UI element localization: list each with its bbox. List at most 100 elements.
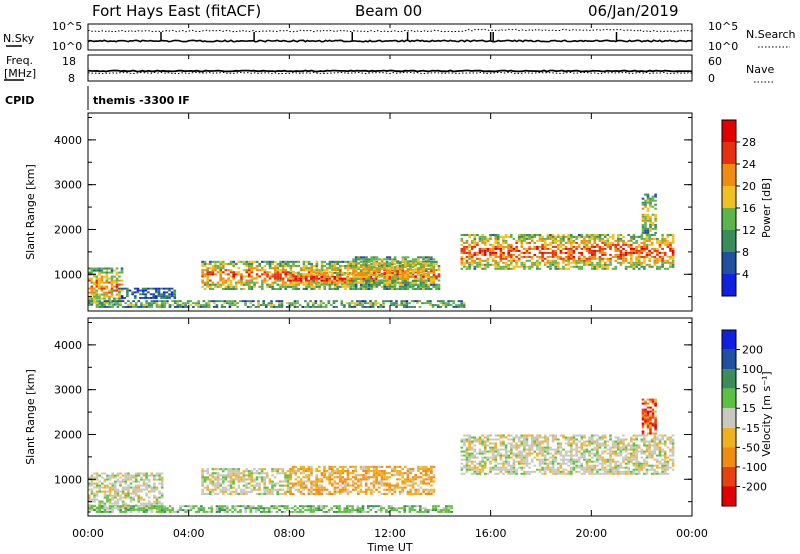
scatter-cell (181, 509, 185, 511)
scatter-cell (364, 476, 368, 479)
scatter-cell (431, 306, 435, 308)
scatter-cell (362, 262, 366, 265)
scatter-cell (465, 458, 469, 461)
scatter-cell (276, 287, 280, 290)
scatter-cell (333, 490, 337, 493)
scatter-cell (302, 277, 306, 280)
scatter-cell (476, 265, 479, 268)
scatter-cell (317, 273, 321, 276)
scatter-cell (422, 285, 425, 288)
scatter-cell (232, 265, 235, 268)
scatter-cell (320, 283, 323, 286)
scatter-cell (294, 465, 298, 468)
scatter-cell (528, 448, 531, 451)
scatter-cell (348, 283, 352, 286)
scatter-cell (365, 285, 368, 288)
scatter-cell (520, 450, 524, 453)
scatter-cell (119, 505, 122, 508)
scatter-cell (494, 267, 497, 270)
scatter-cell (149, 293, 153, 296)
scatter-cell (398, 472, 402, 475)
scatter-cell (216, 285, 220, 288)
scatter-cell (460, 261, 464, 264)
scatter-cell (354, 266, 358, 269)
scatter-cell (340, 300, 344, 303)
scatter-cell (429, 302, 432, 305)
scatter-cell (338, 505, 341, 508)
scatter-cell (499, 436, 503, 439)
scatter-cell (666, 234, 670, 236)
scatter-cell (252, 300, 255, 303)
scatter-cell (497, 247, 500, 250)
scatter-cell (354, 281, 357, 284)
scatter-cell (121, 300, 125, 303)
scatter-cell (142, 482, 146, 485)
scatter-cell (278, 505, 281, 508)
scatter-cell (476, 261, 479, 264)
scatter-cell (103, 496, 107, 499)
scatter-cell (155, 300, 159, 303)
scatter-cell (257, 302, 260, 305)
scatter-cell (383, 277, 386, 280)
scatter-cell (635, 251, 638, 254)
scatter-cell (517, 440, 521, 443)
scatter-cell (124, 472, 127, 475)
scatter-cell (110, 285, 114, 288)
scatter-cell (399, 285, 402, 288)
scatter-cell (134, 297, 137, 299)
scatter-cell (502, 251, 505, 254)
scatter-cell (533, 234, 537, 236)
scatter-cell (606, 263, 610, 266)
scatter-cell (470, 462, 474, 465)
scatter-cell (343, 509, 346, 511)
scatter-cell (543, 241, 547, 244)
scatter-cell (317, 507, 320, 510)
scatter-cell (234, 492, 238, 495)
scatter-cell (318, 488, 321, 491)
scatter-cell (219, 275, 222, 278)
scatter-cell (603, 243, 607, 246)
scatter-cell (362, 256, 366, 259)
scatter-cell (512, 472, 516, 475)
scatter-cell (424, 478, 428, 481)
scatter-cell (339, 269, 342, 272)
scatter-cell (119, 509, 122, 511)
scatter-cell (570, 245, 573, 248)
scatter-cell (360, 266, 363, 269)
scatter-cell (452, 302, 456, 305)
scatter-cell (224, 490, 228, 493)
scatter-cell (216, 482, 220, 485)
scatter-cell (263, 478, 266, 481)
scatter-cell (463, 261, 466, 264)
scatter-cell (168, 306, 172, 308)
scatter-cell (557, 267, 560, 270)
scatter-cell (383, 258, 386, 261)
scatter-cell (323, 474, 326, 477)
scatter-cell (266, 472, 269, 475)
scatter-cell (320, 480, 324, 483)
scatter-cell (203, 281, 207, 284)
scatter-cell (489, 460, 492, 463)
scatter-cell (215, 511, 219, 513)
scatter-cell (577, 243, 581, 246)
scatter-cell (341, 265, 345, 268)
scatter-cell (297, 277, 300, 280)
scatter-cell (460, 304, 463, 306)
scatter-cell (124, 486, 127, 489)
scatter-cell (209, 285, 212, 288)
scatter-cell (419, 283, 423, 286)
scatter-cell (401, 474, 404, 477)
scatter-cell (93, 299, 96, 302)
scatter-cell (312, 509, 315, 511)
scatter-cell (255, 488, 259, 491)
scatter-cell (609, 247, 612, 250)
scatter-cell (301, 511, 305, 513)
scatter-cell (465, 446, 469, 449)
scatter-cell (663, 267, 667, 270)
scatter-cell (593, 234, 597, 236)
scatter-cell (362, 279, 366, 282)
scatter-cell (291, 511, 294, 513)
scatter-cell (470, 241, 474, 244)
scatter-cell (274, 269, 277, 272)
scatter-cell (201, 478, 204, 481)
